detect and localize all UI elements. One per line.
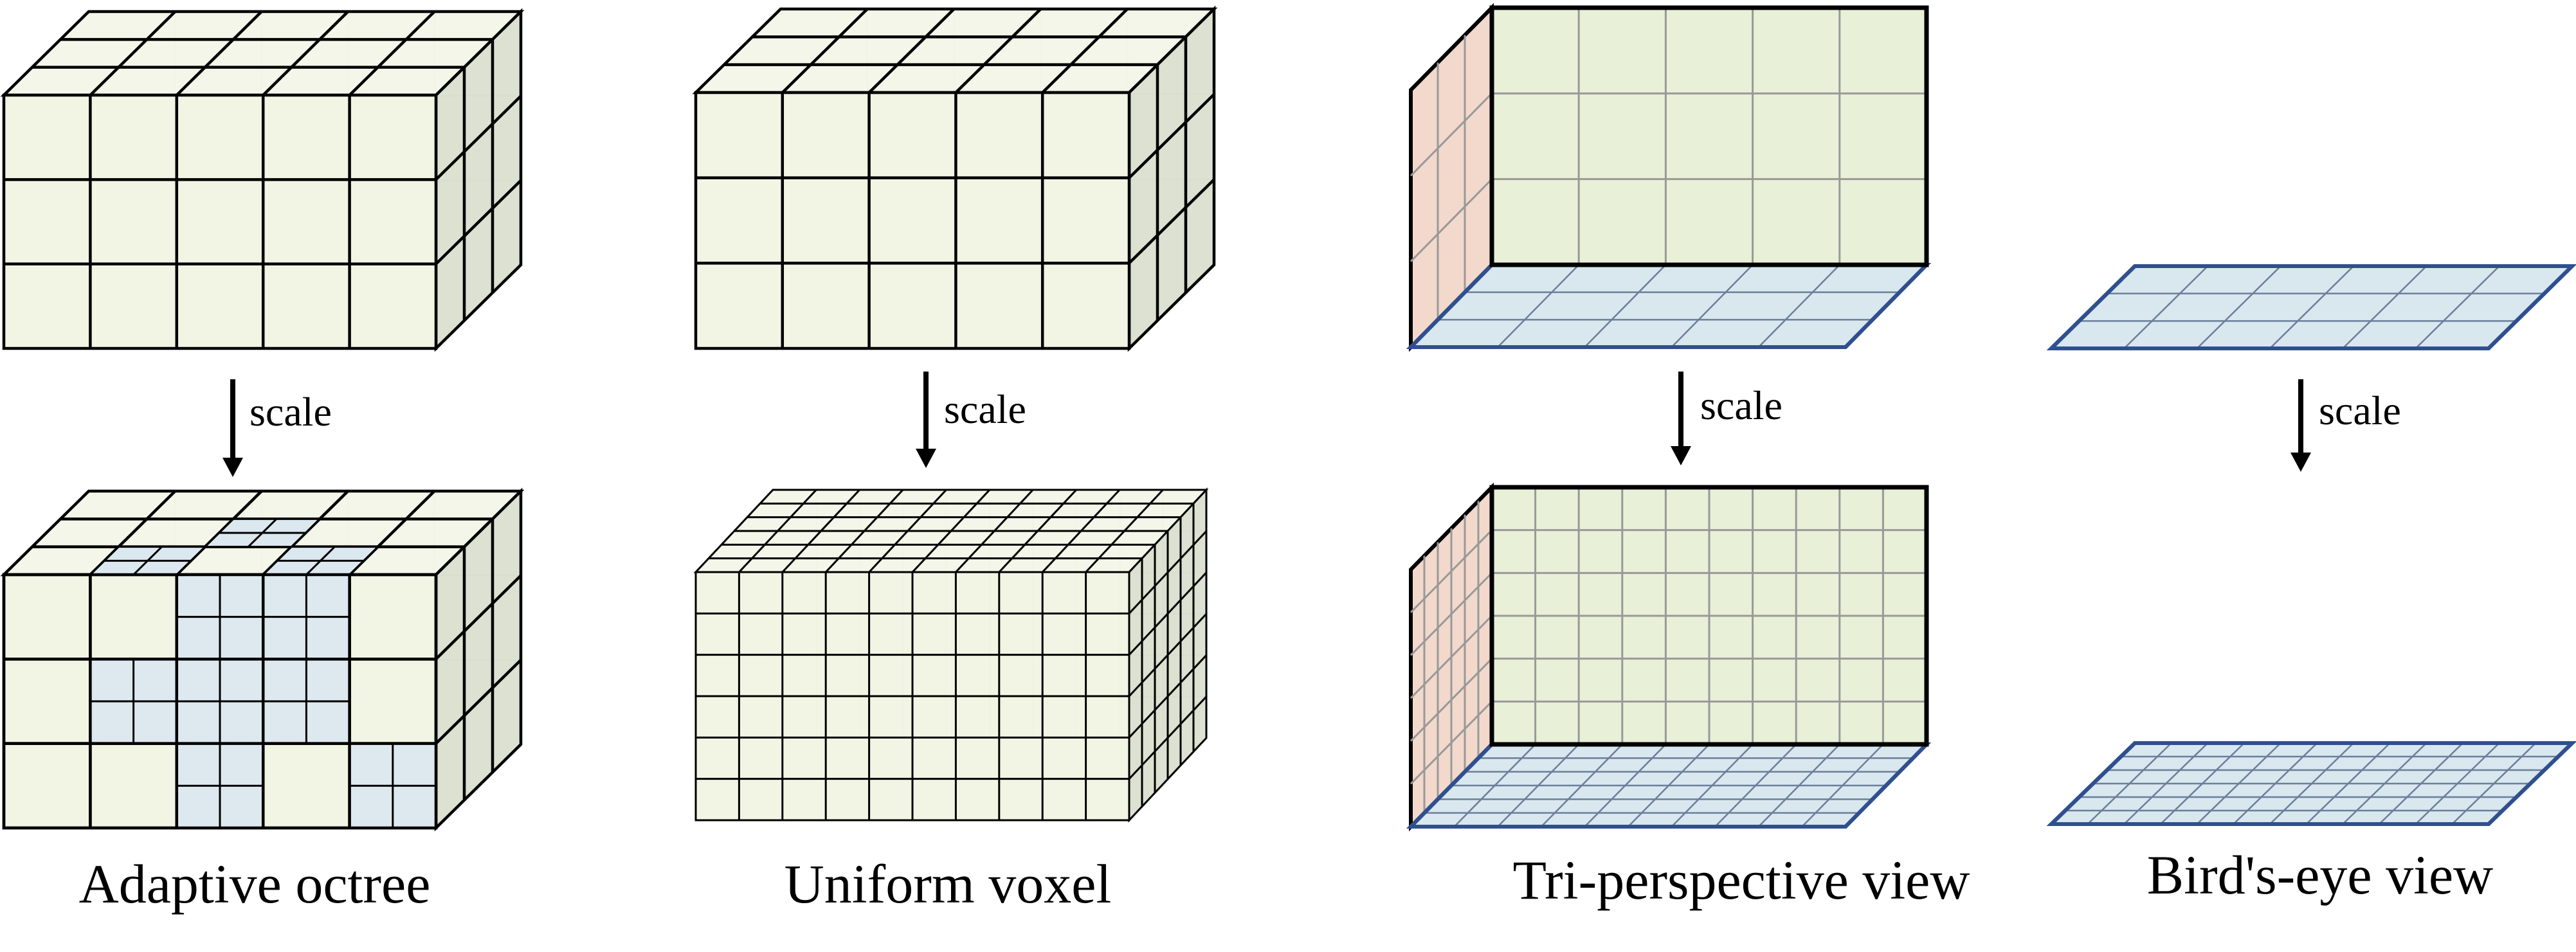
bev-fine-plane-grid xyxy=(2065,742,2559,825)
tpv-coarse-bottom-plane xyxy=(1406,263,1932,349)
octree-refined-grid xyxy=(0,487,525,832)
tpv-coarse-planes xyxy=(1406,3,1932,352)
tpv-coarse-side-grid xyxy=(1410,35,1493,320)
voxel-coarse-grid xyxy=(692,5,1218,352)
tpv-scale-arrow xyxy=(1671,372,1691,465)
octree-arrow-label: scale xyxy=(249,389,332,435)
adaptive-octree-panel: scale Adaptive octree xyxy=(0,8,525,915)
octree-coarse-grid xyxy=(0,8,525,352)
voxel-coarse-front-face xyxy=(694,91,1131,350)
birds-eye-view-panel: scale Bird's-eye view xyxy=(2046,264,2576,906)
tpv-fine-front-grid xyxy=(1492,487,1927,744)
tpv-coarse-front-plane xyxy=(1489,5,1929,267)
bev-fine-plane xyxy=(2046,741,2576,826)
tpv-arrow-label: scale xyxy=(1700,382,1782,428)
voxel-coarse-top-face xyxy=(692,7,1218,94)
voxel-fine-grid-lines xyxy=(696,489,1208,820)
tpv-caption: Tri-perspective view xyxy=(1513,849,1970,911)
tpv-coarse-front-grid xyxy=(1492,8,1927,265)
bev-coarse-plane-grid xyxy=(2079,265,2544,349)
voxel-arrow-label: scale xyxy=(944,386,1026,432)
octree-scale-arrow xyxy=(222,379,243,477)
uniform-voxel-panel: scale Uniform voxel xyxy=(692,5,1218,915)
tpv-fine-bottom-plane-grid xyxy=(1424,744,1913,827)
tpv-coarse-bottom-plane-grid xyxy=(1438,264,1900,348)
bev-coarse-plane xyxy=(2046,264,2576,350)
voxel-fine-grid xyxy=(693,487,1209,823)
voxel-coarse-grid-lines xyxy=(696,8,1215,348)
bev-caption: Bird's-eye view xyxy=(2147,844,2494,906)
octree-refined-cells xyxy=(87,517,437,829)
octree-caption: Adaptive octree xyxy=(79,853,431,915)
voxel-scale-arrow xyxy=(916,372,936,468)
octree-coarse-front-face xyxy=(2,93,438,350)
octree-coarse-top-face xyxy=(0,10,525,97)
tpv-fine-planes xyxy=(1406,482,1932,832)
bev-scale-arrow xyxy=(2290,379,2311,472)
voxel-caption: Uniform voxel xyxy=(785,853,1112,915)
octree-coarse-grid-lines xyxy=(4,10,522,348)
tri-perspective-view-panel: scale Tri-perspective view xyxy=(1406,3,1970,911)
tpv-fine-side-grid xyxy=(1410,501,1493,813)
bev-arrow-label: scale xyxy=(2319,388,2401,433)
